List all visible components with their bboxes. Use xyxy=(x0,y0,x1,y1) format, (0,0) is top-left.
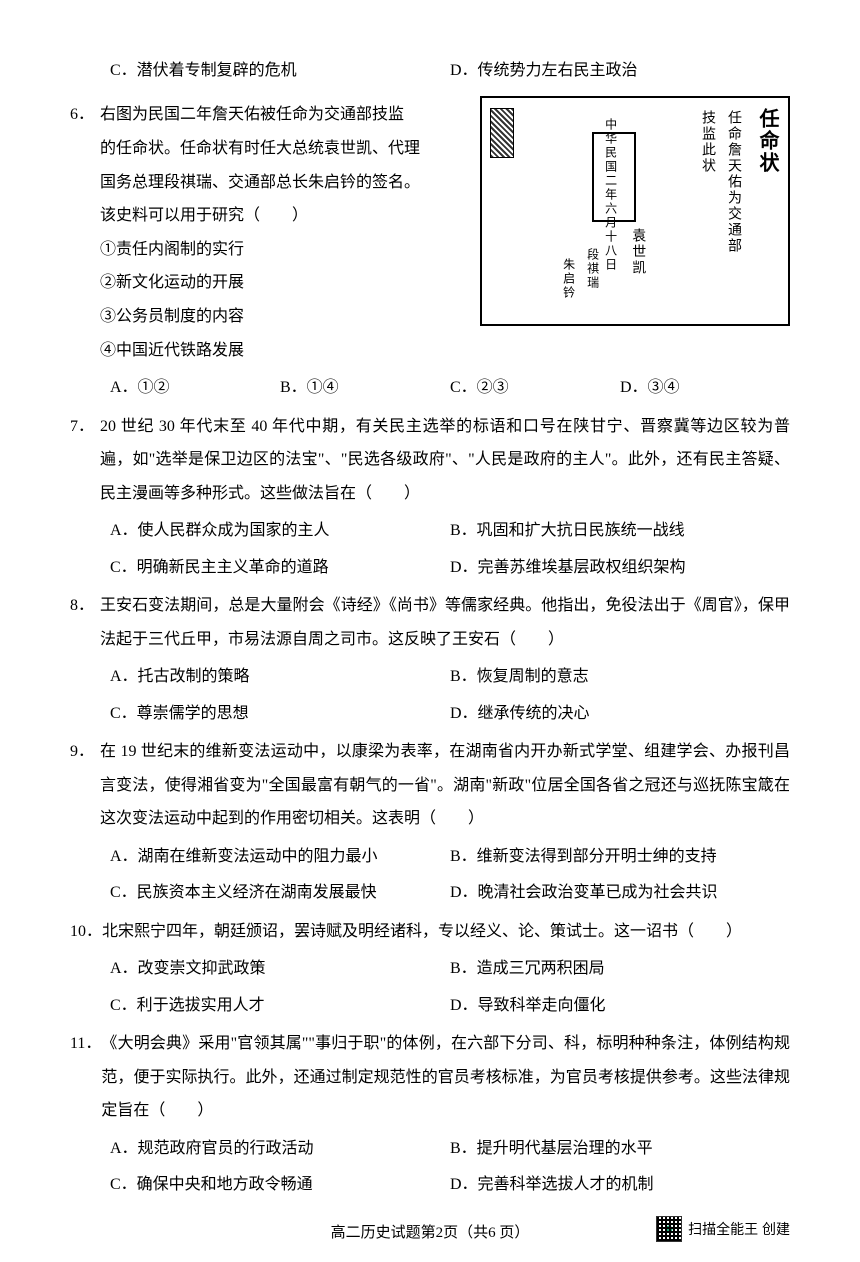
q9-opt-d: D．晚清社会政治变革已成为社会共识 xyxy=(450,878,790,908)
fig-line2: 技监此状 xyxy=(698,110,716,174)
q7-opt-b: B．巩固和扩大抗日民族统一战线 xyxy=(450,516,790,546)
fig-sig2: 段祺瑞 xyxy=(584,248,600,290)
q7-options-cd: C．明确新民主主义革命的道路 D．完善苏维埃基层政权组织架构 xyxy=(110,553,790,583)
q6-opt-a: A．①② xyxy=(110,373,280,403)
q6-o4: ④中国近代铁路发展 xyxy=(100,334,470,368)
q10-opt-b: B．造成三冗两积困局 xyxy=(450,954,790,984)
fig-line1: 任命詹天佑为交通部 xyxy=(724,110,742,254)
q6-o3: ③公务员制度的内容 xyxy=(100,300,470,334)
q10-opt-d: D．导致科举走向僵化 xyxy=(450,991,790,1021)
q9-stem: 在 19 世纪末的维新变法运动中，以康梁为表率，在湖南省内开办新式学堂、组建学会… xyxy=(100,735,790,836)
q9: 9． 在 19 世纪末的维新变法运动中，以康梁为表率，在湖南省内开办新式学堂、组… xyxy=(70,735,790,836)
q11-opt-a: A．规范政府官员的行政活动 xyxy=(110,1134,450,1164)
q6-stem3: 国务总理段祺瑞、交通部总长朱启钤的签名。 xyxy=(100,166,470,200)
fig-title: 任命状 xyxy=(754,108,780,174)
q5-opt-c: C．潜伏着专制复辟的危机 xyxy=(110,56,450,86)
q8-options-cd: C．尊崇儒学的思想 D．继承传统的决心 xyxy=(110,699,790,729)
q8: 8． 王安石变法期间，总是大量附会《诗经》《尚书》等儒家经典。他指出，免役法出于… xyxy=(70,589,790,656)
q7-opt-d: D．完善苏维埃基层政权组织架构 xyxy=(450,553,790,583)
q9-opt-b: B．维新变法得到部分开明士绅的支持 xyxy=(450,842,790,872)
q11-opt-c: C．确保中央和地方政令畅通 xyxy=(110,1170,450,1200)
q6-options: A．①② B．①④ C．②③ D．③④ xyxy=(110,373,790,403)
q11: 11． 《大明会典》采用"官领其属""事归于职"的体例，在六部下分司、科，标明种… xyxy=(70,1027,790,1128)
q10-options-ab: A．改变崇文抑武政策 B．造成三冗两积困局 xyxy=(110,954,790,984)
q10-stem: 北宋熙宁四年，朝廷颁诏，罢诗赋及明经诸科，专以经义、论、策试士。这一诏书（ ） xyxy=(102,915,790,949)
q8-num: 8． xyxy=(70,589,100,656)
q5-options-cd: C．潜伏着专制复辟的危机 D．传统势力左右民主政治 xyxy=(110,56,790,86)
q11-num: 11． xyxy=(70,1027,101,1128)
q10-num: 10． xyxy=(70,915,102,949)
q8-opt-d: D．继承传统的决心 xyxy=(450,699,790,729)
q7-opt-c: C．明确新民主主义革命的道路 xyxy=(110,553,450,583)
q8-options-ab: A．托古改制的策略 B．恢复周制的意志 xyxy=(110,662,790,692)
q11-opt-d: D．完善科举选拔人才的机制 xyxy=(450,1170,790,1200)
q11-options-cd: C．确保中央和地方政令畅通 D．完善科举选拔人才的机制 xyxy=(110,1170,790,1200)
q6-left: 6． 右图为民国二年詹天佑被任命为交通部技监 的任命状。任命状有时任大总统袁世凯… xyxy=(70,92,470,367)
q6-stem4: 该史料可以用于研究（ ） xyxy=(100,199,470,233)
fig-date: 中华民国二年六月十八日 xyxy=(602,118,618,272)
q11-opt-b: B．提升明代基层治理的水平 xyxy=(450,1134,790,1164)
q7: 7． 20 世纪 30 年代末至 40 年代中期，有关民主选举的标语和口号在陕甘… xyxy=(70,410,790,511)
q10-options-cd: C．利于选拔实用人才 D．导致科举走向僵化 xyxy=(110,991,790,1021)
q9-options-ab: A．湖南在维新变法运动中的阻力最小 B．维新变法得到部分开明士绅的支持 xyxy=(110,842,790,872)
q9-options-cd: C．民族资本主义经济在湖南发展最快 D．晚清社会政治变革已成为社会共识 xyxy=(110,878,790,908)
q6-opt-c: C．②③ xyxy=(450,373,620,403)
q11-options-ab: A．规范政府官员的行政活动 B．提升明代基层治理的水平 xyxy=(110,1134,790,1164)
qr-icon xyxy=(656,1216,682,1242)
q8-stem: 王安石变法期间，总是大量附会《诗经》《尚书》等儒家经典。他指出，免役法出于《周官… xyxy=(100,589,790,656)
q6-num: 6． xyxy=(70,98,100,367)
q6-o2: ②新文化运动的开展 xyxy=(100,266,470,300)
q6-opt-d: D．③④ xyxy=(620,373,790,403)
fig-sig3: 朱启钤 xyxy=(560,258,576,300)
q6-opt-b: B．①④ xyxy=(280,373,450,403)
q9-num: 9． xyxy=(70,735,100,836)
q7-opt-a: A．使人民群众成为国家的主人 xyxy=(110,516,450,546)
q6-figure: 任命状 任命詹天佑为交通部 技监此状 中华民国二年六月十八日 袁世凯 段祺瑞 朱… xyxy=(480,96,790,326)
q7-num: 7． xyxy=(70,410,100,511)
q9-opt-a: A．湖南在维新变法运动中的阻力最小 xyxy=(110,842,450,872)
q9-opt-c: C．民族资本主义经济在湖南发展最快 xyxy=(110,878,450,908)
q5-opt-d: D．传统势力左右民主政治 xyxy=(450,56,790,86)
q7-stem: 20 世纪 30 年代末至 40 年代中期，有关民主选举的标语和口号在陕甘宁、晋… xyxy=(100,410,790,511)
fig-sig1: 袁世凯 xyxy=(628,228,646,276)
q6-container: 6． 右图为民国二年詹天佑被任命为交通部技监 的任命状。任命状有时任大总统袁世凯… xyxy=(70,92,790,367)
scan-badge: 扫描全能王 创建 xyxy=(656,1216,790,1242)
q8-opt-a: A．托古改制的策略 xyxy=(110,662,450,692)
scan-text: 扫描全能王 创建 xyxy=(688,1219,790,1239)
q6-body: 右图为民国二年詹天佑被任命为交通部技监 的任命状。任命状有时任大总统袁世凯、代理… xyxy=(100,98,470,367)
q8-opt-b: B．恢复周制的意志 xyxy=(450,662,790,692)
q7-options-ab: A．使人民群众成为国家的主人 B．巩固和扩大抗日民族统一战线 xyxy=(110,516,790,546)
q10: 10． 北宋熙宁四年，朝廷颁诏，罢诗赋及明经诸科，专以经义、论、策试士。这一诏书… xyxy=(70,915,790,949)
q6-o1: ①责任内阁制的实行 xyxy=(100,233,470,267)
seal-icon xyxy=(490,108,514,158)
q10-opt-a: A．改变崇文抑武政策 xyxy=(110,954,450,984)
q6-stem2: 的任命状。任命状有时任大总统袁世凯、代理 xyxy=(100,132,470,166)
q10-opt-c: C．利于选拔实用人才 xyxy=(110,991,450,1021)
q8-opt-c: C．尊崇儒学的思想 xyxy=(110,699,450,729)
q11-stem: 《大明会典》采用"官领其属""事归于职"的体例，在六部下分司、科，标明种种条注，… xyxy=(101,1027,790,1128)
q6-stem1: 右图为民国二年詹天佑被任命为交通部技监 xyxy=(100,98,470,132)
